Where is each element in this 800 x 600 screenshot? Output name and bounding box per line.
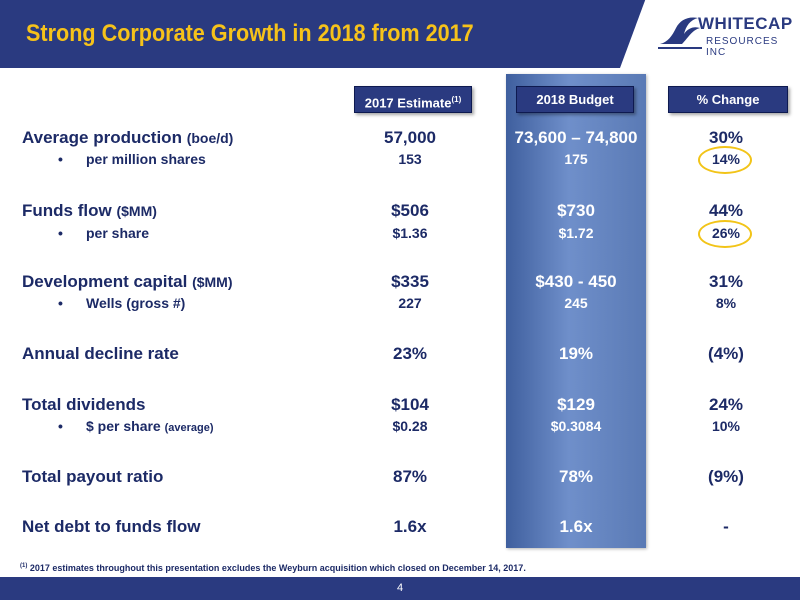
row-label-unit: (boe/d) bbox=[186, 130, 234, 146]
row-label-text: Funds flow bbox=[22, 201, 112, 220]
value-2018: $0.3084 bbox=[550, 418, 602, 434]
value-2017: $335 bbox=[391, 272, 429, 291]
value-2017: 23% bbox=[392, 344, 428, 363]
table-row-wells: • Wells (gross #) 227 245 8% bbox=[0, 295, 800, 315]
row-label: Average production (boe/d) bbox=[22, 128, 233, 148]
company-logo: WHITECAP RESOURCES INC bbox=[620, 0, 800, 68]
row-label-text: $ per share bbox=[86, 418, 161, 434]
column-header-2017-label: 2017 Estimate bbox=[364, 95, 452, 111]
logo-name: WHITECAP bbox=[698, 14, 793, 33]
value-2018: 175 bbox=[564, 151, 588, 167]
row-label: Net debt to funds flow bbox=[22, 517, 201, 536]
table-row-development-capital: Development capital ($MM) $335 $430 - 45… bbox=[0, 272, 800, 292]
row-label-unit: ($MM) bbox=[116, 203, 157, 219]
table-row-total-payout-ratio: Total payout ratio 87% 78% (9%) bbox=[0, 467, 800, 487]
row-label: Funds flow ($MM) bbox=[22, 201, 157, 221]
value-2017: $1.36 bbox=[392, 225, 428, 241]
value-2018: $1.72 bbox=[558, 225, 594, 241]
value-2017: 227 bbox=[398, 295, 422, 311]
value-change: (4%) bbox=[708, 344, 744, 363]
value-2018: 1.6x bbox=[559, 517, 593, 536]
value-2018: $129 bbox=[557, 395, 595, 414]
budget-column-highlight bbox=[506, 74, 646, 548]
table-row-total-dividends: Total dividends $104 $129 24% bbox=[0, 395, 800, 415]
wave-logo-icon bbox=[658, 17, 702, 49]
value-change: 24% bbox=[708, 395, 744, 414]
value-2017: 57,000 bbox=[384, 128, 436, 147]
row-label-text: per share bbox=[86, 225, 150, 241]
row-label-text-wrap: $ per share (average) bbox=[86, 418, 214, 434]
table-row-annual-decline-rate: Annual decline rate 23% 19% (4%) bbox=[0, 344, 800, 364]
table-row-dividend-per-share: • $ per share (average) $0.28 $0.3084 10% bbox=[0, 418, 800, 438]
value-2017: 1.6x bbox=[393, 517, 427, 536]
table-row-funds-flow: Funds flow ($MM) $506 $730 44% bbox=[0, 201, 800, 221]
row-label-text: Average production bbox=[22, 128, 182, 147]
row-label: Development capital ($MM) bbox=[22, 272, 233, 292]
value-2018: $430 - 450 bbox=[535, 272, 617, 291]
row-label: Annual decline rate bbox=[22, 344, 179, 363]
highlight-circle bbox=[698, 220, 752, 248]
value-2017: $104 bbox=[391, 395, 429, 414]
footnote-text: 2017 estimates throughout this presentat… bbox=[27, 563, 526, 573]
value-change: - bbox=[723, 517, 729, 536]
column-header-change: % Change bbox=[668, 86, 788, 113]
value-change: 31% bbox=[708, 272, 744, 291]
bullet-icon: • bbox=[58, 151, 63, 167]
row-label-text: per million shares bbox=[86, 151, 206, 167]
row-label: Total dividends bbox=[22, 395, 146, 414]
page-number: 4 bbox=[396, 582, 404, 594]
value-change: 8% bbox=[715, 295, 737, 311]
table-row-per-share: • per share $1.36 $1.72 26% bbox=[0, 225, 800, 245]
highlight-circle bbox=[698, 146, 752, 174]
value-2018: 245 bbox=[564, 295, 588, 311]
value-change: (9%) bbox=[708, 467, 744, 486]
value-2017: $506 bbox=[391, 201, 429, 220]
bullet-icon: • bbox=[58, 225, 63, 241]
value-2018: $730 bbox=[557, 201, 595, 220]
row-label-text: Wells (gross #) bbox=[86, 295, 186, 311]
value-2018: 19% bbox=[558, 344, 594, 363]
value-change: 10% bbox=[711, 418, 741, 434]
row-label-qualifier: (average) bbox=[164, 422, 214, 434]
value-2018: 78% bbox=[558, 467, 594, 486]
column-header-2017: 2017 Estimate(1) bbox=[354, 86, 472, 113]
row-label: Total payout ratio bbox=[22, 467, 164, 486]
value-2017: $0.28 bbox=[392, 418, 428, 434]
footnote: (1) 2017 estimates throughout this prese… bbox=[20, 563, 526, 573]
value-2018: 73,600 – 74,800 bbox=[514, 128, 638, 147]
column-header-2017-footnote-ref: (1) bbox=[451, 95, 462, 104]
slide-title: Strong Corporate Growth in 2018 from 201… bbox=[26, 20, 474, 47]
table-row-per-million-shares: • per million shares 153 175 14% bbox=[0, 151, 800, 171]
value-change: 44% bbox=[708, 201, 744, 220]
row-label-unit: ($MM) bbox=[192, 274, 233, 290]
table-row-average-production: Average production (boe/d) 57,000 73,600… bbox=[0, 128, 800, 148]
row-label-text: Development capital bbox=[22, 272, 188, 291]
value-change: 30% bbox=[708, 128, 744, 147]
bullet-icon: • bbox=[58, 418, 63, 434]
footnote-marker: (1) bbox=[20, 563, 28, 569]
table-row-net-debt-to-funds-flow: Net debt to funds flow 1.6x 1.6x - bbox=[0, 517, 800, 537]
value-2017: 153 bbox=[398, 151, 422, 167]
column-header-2018: 2018 Budget bbox=[516, 86, 634, 113]
value-2017: 87% bbox=[392, 467, 428, 486]
logo-subname: RESOURCES INC bbox=[706, 36, 779, 58]
slide-footer: 4 bbox=[0, 577, 800, 600]
bullet-icon: • bbox=[58, 295, 63, 311]
slide-header: Strong Corporate Growth in 2018 from 201… bbox=[0, 0, 800, 68]
